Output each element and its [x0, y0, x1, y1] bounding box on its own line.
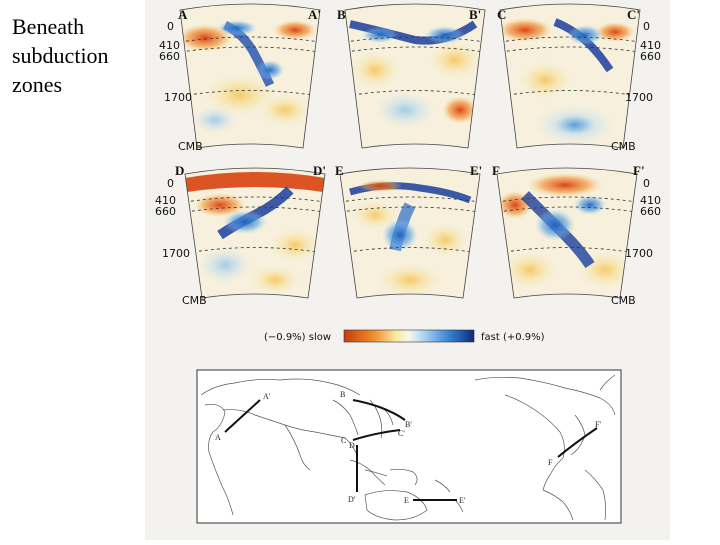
velocity-colorbar: (−0.9%) slow fast (+0.9%)	[264, 329, 545, 343]
map-label-e-prime: E'	[459, 496, 466, 505]
map-coastlines	[200, 374, 616, 521]
map-label-e: E	[404, 496, 409, 505]
panel-c-left-label: C	[497, 7, 506, 22]
colorbar-fast-label: fast (+0.9%)	[481, 332, 545, 343]
panel-a-right-label: A'	[308, 7, 321, 22]
panel-d-depth-660: 660	[155, 205, 176, 218]
panel-d-left-label: D	[175, 163, 184, 178]
panel-f-depth-660: 660	[640, 205, 661, 218]
panel-c-right-label: C'	[627, 7, 640, 22]
panel-f-right-label: F'	[633, 163, 645, 178]
profile-lines	[224, 399, 598, 501]
panel-d-depth-410: 410	[155, 194, 176, 207]
map-label-f: F	[548, 458, 553, 467]
panel-f-depth-0: 0	[643, 177, 650, 190]
map-label-c-prime: C'	[398, 429, 405, 438]
panel-c-depth-cmb: CMB	[611, 140, 636, 153]
caption-line-3: zones	[12, 72, 63, 97]
cross-section-panel-b: B B'	[337, 3, 486, 149]
map-frame	[196, 369, 622, 524]
caption-line-1: Beneath	[12, 14, 85, 39]
panel-a-left-label: A	[178, 7, 188, 22]
cross-section-panel-a: A A' 0 410 660 1700 CMB	[159, 3, 321, 153]
panel-f-depth-410: 410	[640, 194, 661, 207]
panel-d-depth-1700: 1700	[162, 247, 190, 260]
panel-e-left-label: E	[335, 163, 344, 178]
panel-d-depth-cmb: CMB	[182, 294, 207, 307]
profile-line-a	[224, 399, 261, 433]
tomography-figure: A A' 0 410 660 1700 CMB B B'	[145, 0, 670, 540]
profile-line-b	[352, 399, 406, 421]
colorbar-gradient	[343, 329, 475, 343]
cross-section-panel-c: C C' 0 410 660 1700 CMB	[497, 3, 661, 153]
slide-caption: Beneath subduction zones	[12, 12, 142, 99]
cross-section-panel-d: D D' 0 410 660 1700 CMB	[155, 163, 326, 307]
map-label-d-prime: D'	[348, 495, 356, 504]
panel-a-depth-0: 0	[167, 20, 174, 33]
panel-b-right-label: B'	[469, 7, 481, 22]
map-label-a-prime: A'	[263, 392, 271, 401]
panel-a-depth-1700: 1700	[164, 91, 192, 104]
panel-c-depth-410: 410	[640, 39, 661, 52]
panel-a-depth-410: 410	[159, 39, 180, 52]
panel-c-depth-0: 0	[643, 20, 650, 33]
map-label-f-prime: F'	[595, 420, 601, 429]
map-label-b-prime: B'	[405, 420, 412, 429]
panel-f-depth-1700: 1700	[625, 247, 653, 260]
panel-d-depth-0: 0	[167, 177, 174, 190]
panel-f-depth-cmb: CMB	[611, 294, 636, 307]
map-label-b: B	[340, 390, 345, 399]
panel-b-left-label: B	[337, 7, 346, 22]
cross-section-panel-f: F F' 0 410 660 1700 CMB	[492, 163, 661, 307]
panel-e-right-label: E'	[470, 163, 482, 178]
caption-line-2: subduction	[12, 43, 109, 68]
map-label-c: C	[341, 436, 346, 445]
panel-a-depth-cmb: CMB	[178, 140, 203, 153]
tomography-figure-svg: A A' 0 410 660 1700 CMB B B'	[155, 3, 661, 524]
panel-f-left-label: F	[492, 163, 500, 178]
map-label-d: D	[349, 441, 355, 450]
world-map-inset: A' A B B' C C' D D' E E' F F'	[196, 369, 622, 524]
panel-c-depth-1700: 1700	[625, 91, 653, 104]
cross-section-panel-e: E E'	[335, 163, 482, 299]
colorbar-slow-label: (−0.9%) slow	[264, 332, 331, 343]
panel-c-depth-660: 660	[640, 50, 661, 63]
panel-d-right-label: D'	[313, 163, 326, 178]
profile-line-c	[352, 429, 401, 441]
profile-line-f	[557, 427, 598, 458]
map-label-a: A	[215, 433, 221, 442]
panel-a-depth-660: 660	[159, 50, 180, 63]
